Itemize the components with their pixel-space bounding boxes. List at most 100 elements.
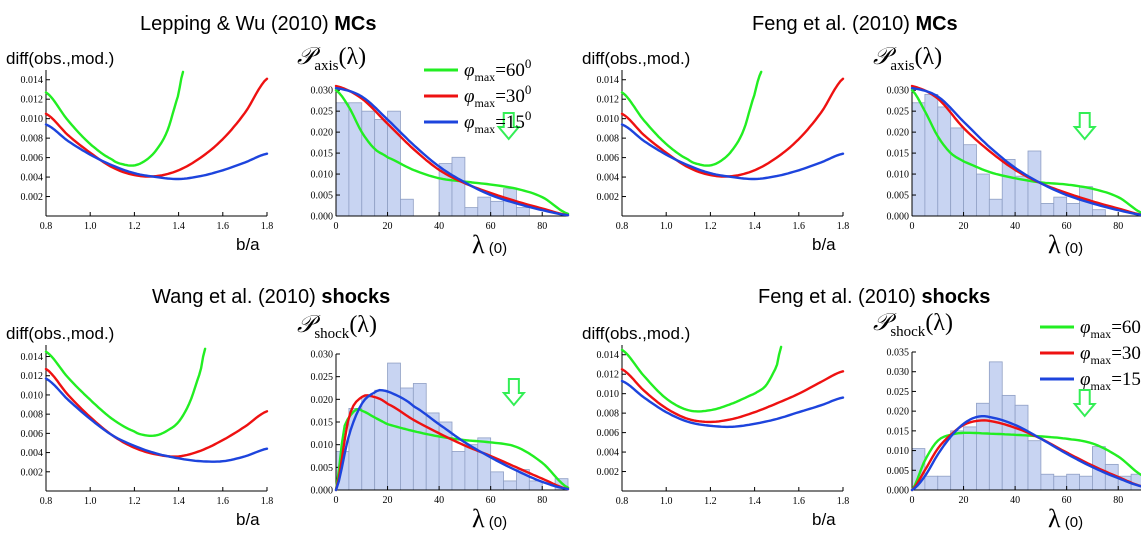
hist-title-arg: (λ) xyxy=(349,312,377,338)
y-tick-label: 0.030 xyxy=(311,86,334,97)
y-tick-label: 0.015 xyxy=(311,418,334,429)
x-tick-label: 0.8 xyxy=(616,221,629,232)
legend-sub: max xyxy=(1091,327,1112,341)
hist-bar xyxy=(1014,175,1029,217)
y-tick-label: 0.025 xyxy=(887,107,910,118)
x-tick-label: 80 xyxy=(537,495,547,506)
hist-xlabel-unit: (0) xyxy=(485,514,508,531)
y-tick-label: 0.010 xyxy=(887,446,910,457)
down-arrow-icon xyxy=(496,112,521,141)
legend-label: φmax=300 xyxy=(464,82,531,110)
hist-bar xyxy=(374,389,388,491)
legend-value: =60 xyxy=(495,60,525,81)
hist-bar xyxy=(490,471,504,491)
y-tick-label: 0.010 xyxy=(597,114,620,125)
x-tick-label: 20 xyxy=(383,221,393,232)
diff-xlabel: b/a xyxy=(236,510,260,529)
hist-xlabel-unit: (0) xyxy=(1061,240,1084,257)
y-tick-label: 0.012 xyxy=(21,95,44,106)
series-line-red-hist-q3 xyxy=(910,419,1141,492)
series-line-red-hist-q0 xyxy=(334,84,570,217)
diff-plot: diff(obs.,mod.) 0.8 1.0 1.2 1.4 1.6 1.8 0.002 0.… xyxy=(582,324,849,529)
y-tick-label: 0.010 xyxy=(887,170,910,181)
hist-bar xyxy=(516,207,530,217)
hist-bar xyxy=(1053,196,1068,217)
y-tick-label: 0.014 xyxy=(597,350,620,361)
y-tick-label: 0.004 xyxy=(597,173,620,184)
diff-xlabel: b/a xyxy=(236,235,260,254)
hist-bar xyxy=(464,207,479,217)
hist-bar xyxy=(1040,203,1055,217)
hist-bar xyxy=(400,198,414,217)
hist-bar xyxy=(1079,475,1093,491)
hist-xlabel: λ (0) xyxy=(1048,230,1083,259)
diff-ylabel: diff(obs.,mod.) xyxy=(582,49,690,68)
panel-group-q3: Feng et al. (2010) shocks diff(obs.,mod.)… xyxy=(582,286,1141,533)
y-tick-label: 0.025 xyxy=(311,372,334,383)
hist-xlabel-unit: (0) xyxy=(485,240,508,257)
legend-sub: max xyxy=(1091,379,1112,393)
x-tick-label: 1.8 xyxy=(837,221,850,232)
x-tick-label: 20 xyxy=(959,495,969,506)
hist-bar xyxy=(477,437,492,491)
legend-label: φmax=300 xyxy=(1080,339,1141,367)
hist-title: 𝒫axis(λ) xyxy=(297,44,366,74)
y-tick-label: 0.012 xyxy=(597,370,620,381)
legend-sup: 0 xyxy=(525,108,532,123)
series-line-blue-hist-q2 xyxy=(334,388,570,492)
hist-plot: 0 20 40 60 80 0.000 0.005 0.010 0.015 0.020 0.025 0… xyxy=(873,310,1141,533)
diff-plot: diff(obs.,mod.) 0.8 1.0 1.2 1.4 1.6 1.8 0.002 0.… xyxy=(6,324,273,529)
x-tick-label: 1.8 xyxy=(837,496,850,507)
x-tick-label: 0.8 xyxy=(40,221,53,232)
series-line-blue-hist-q1 xyxy=(910,86,1141,216)
x-tick-label: 60 xyxy=(1062,495,1072,506)
header-source: Feng et al. (2010) xyxy=(752,13,910,35)
x-tick-label: 1.0 xyxy=(660,221,673,232)
hist-bar xyxy=(911,102,926,217)
down-arrow-icon xyxy=(1072,112,1097,141)
panel-header: Lepping & Wu (2010) MCs xyxy=(140,13,376,35)
x-tick-label: 60 xyxy=(486,495,496,506)
series-line-green-diff-q1 xyxy=(620,70,763,167)
hist-bar xyxy=(963,426,977,491)
hist-plot: 0 20 40 60 80 0.000 0.005 0.010 0.015 0.020 0.025 0… xyxy=(297,312,570,533)
x-tick-label: 60 xyxy=(486,221,496,232)
x-tick-label: 1.2 xyxy=(704,221,717,232)
x-tick-label: 1.2 xyxy=(704,496,717,507)
diff-ylabel: diff(obs.,mod.) xyxy=(6,324,114,343)
hist-bar xyxy=(950,127,964,217)
y-tick-label: 0.030 xyxy=(311,350,334,361)
series-line-green-diff-q3 xyxy=(620,345,783,413)
y-tick-label: 0.012 xyxy=(597,95,620,106)
hist-title-sub: shock xyxy=(314,326,349,342)
y-tick-label: 0.008 xyxy=(597,409,620,420)
x-tick-label: 0 xyxy=(334,495,339,506)
legend-symbol: φ xyxy=(464,112,475,133)
x-tick-label: 0.8 xyxy=(40,496,53,507)
x-tick-label: 60 xyxy=(1062,221,1072,232)
y-tick-label: 0.025 xyxy=(311,107,334,118)
series-line-red-diff-q0 xyxy=(44,77,269,178)
hist-bar xyxy=(1001,394,1016,491)
y-tick-label: 0.006 xyxy=(21,429,44,440)
series-line-blue-hist-q0 xyxy=(334,86,570,217)
x-tick-label: 1.0 xyxy=(84,496,97,507)
down-arrow-icon xyxy=(1072,389,1097,418)
header-source: Feng et al. (2010) xyxy=(758,286,916,308)
hist-title-sub: shock xyxy=(890,324,925,340)
series-line-blue-diff-q3 xyxy=(620,379,845,429)
x-tick-label: 40 xyxy=(1010,495,1020,506)
x-tick-label: 1.8 xyxy=(261,496,274,507)
x-tick-label: 1.2 xyxy=(128,496,141,507)
x-tick-label: 1.6 xyxy=(793,496,806,507)
series-line-red-hist-q2 xyxy=(334,394,570,492)
legend-symbol: φ xyxy=(464,86,475,107)
hist-xlabel: λ (0) xyxy=(1048,504,1083,533)
y-tick-label: 0.012 xyxy=(21,371,44,382)
x-tick-label: 1.4 xyxy=(748,221,761,232)
y-tick-label: 0.005 xyxy=(311,463,334,474)
series-line-green-diff-q2 xyxy=(44,347,207,438)
x-tick-label: 1.6 xyxy=(217,221,230,232)
legend-sub: max xyxy=(475,122,496,136)
